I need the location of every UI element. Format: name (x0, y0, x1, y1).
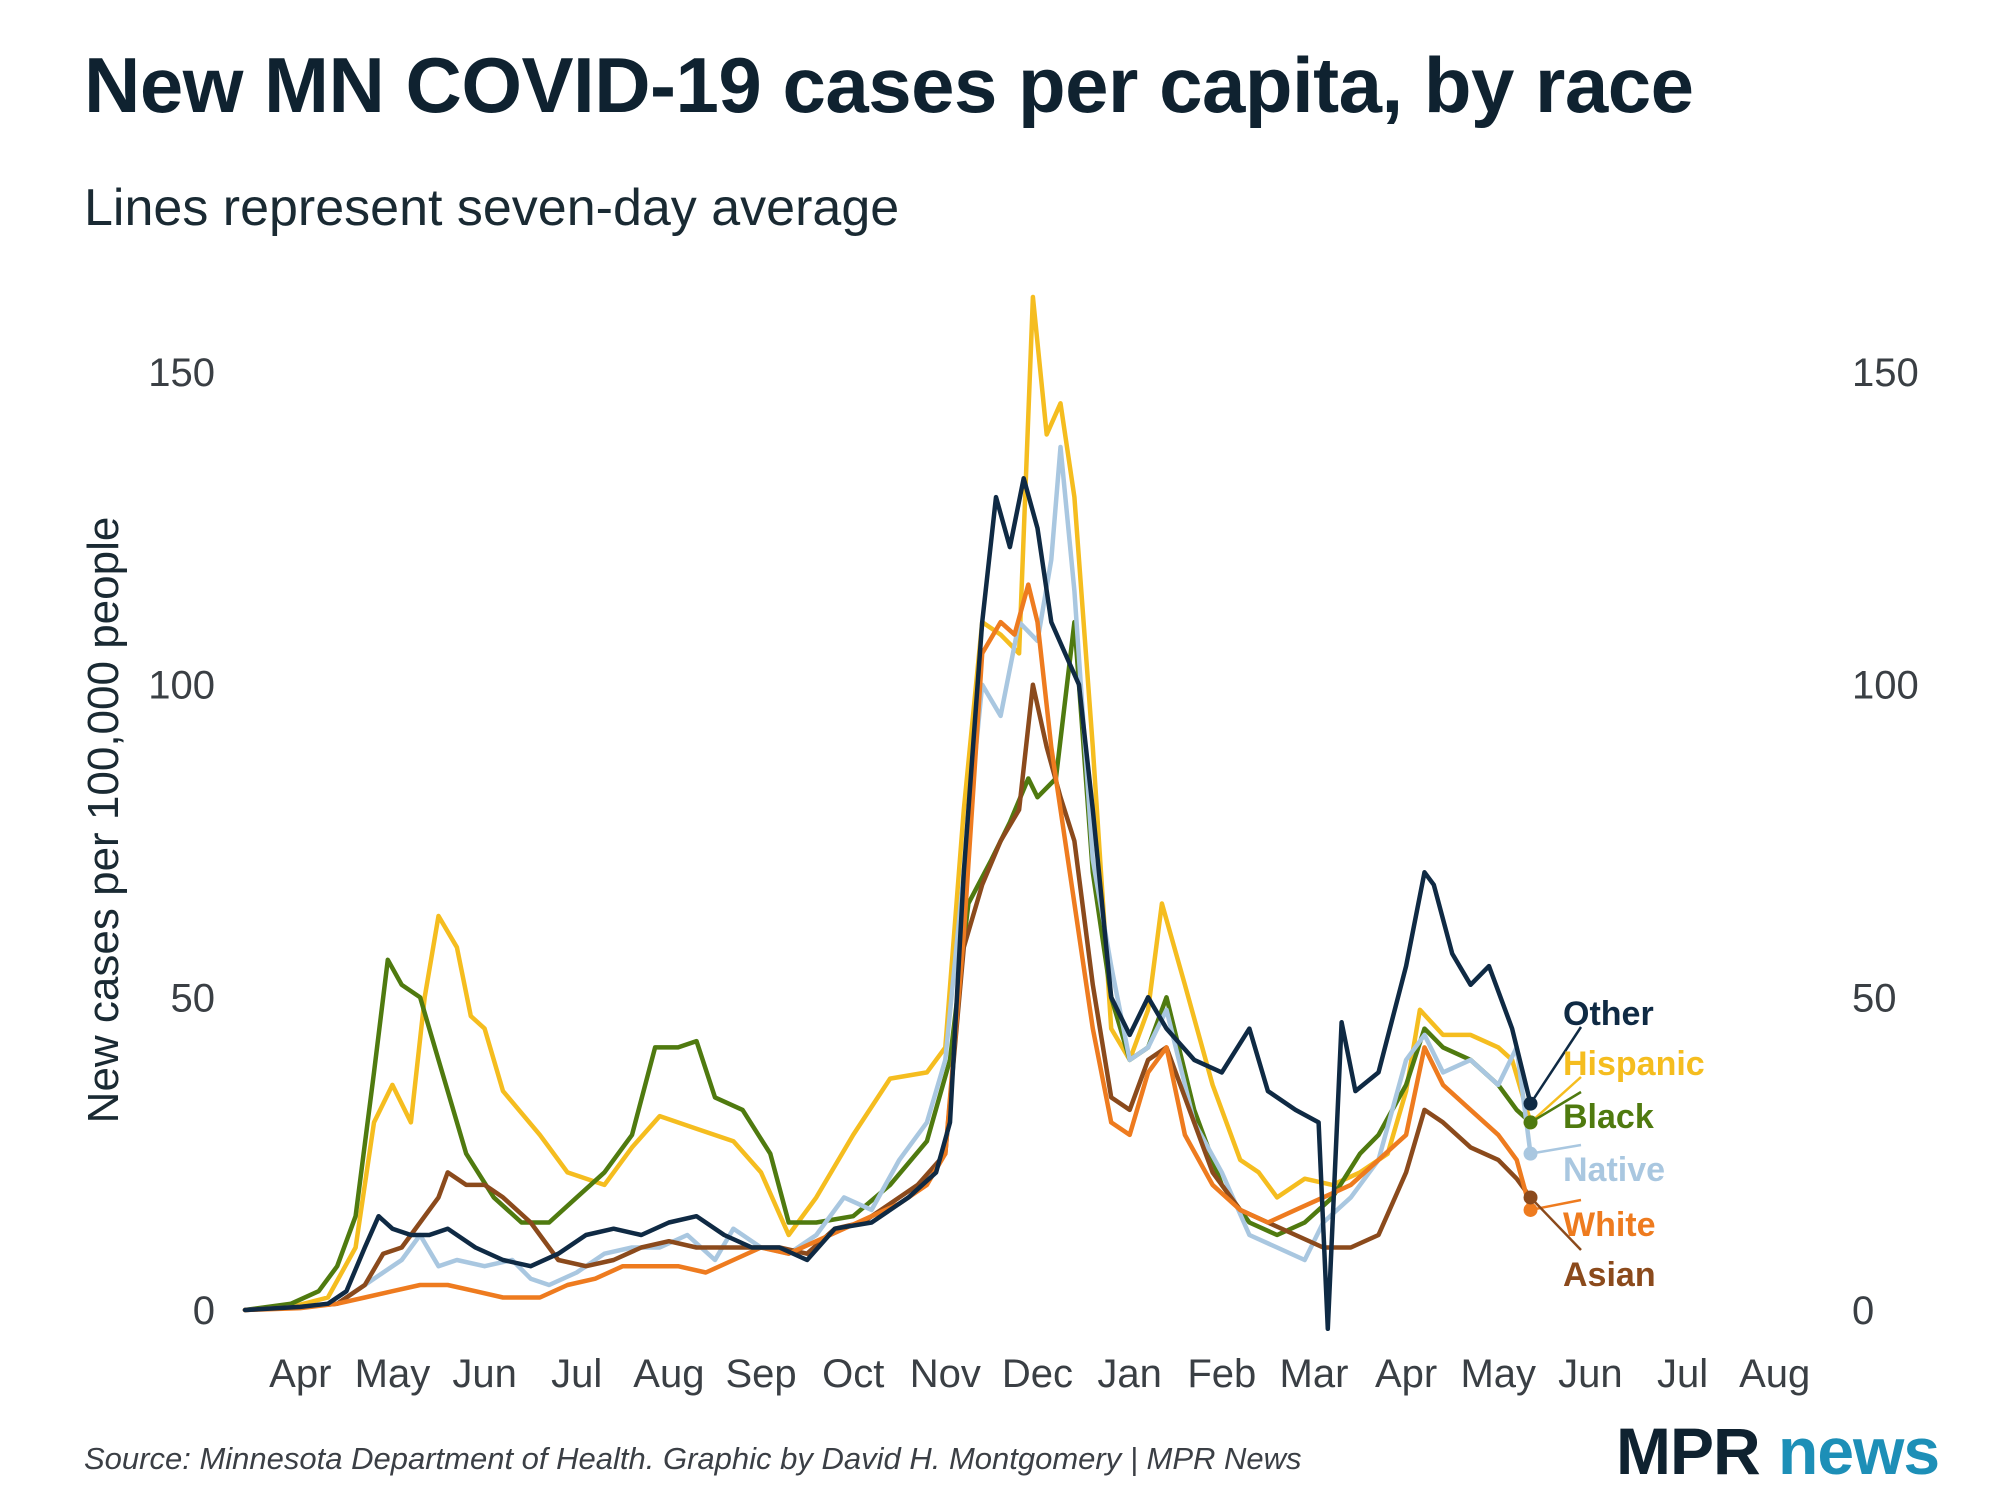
x-tick-10-feb: Feb (1187, 1352, 1256, 1396)
y-tick-right-50: 50 (1852, 976, 1897, 1020)
series-line-asian (242, 682, 1533, 1313)
x-tick-14-jun: Jun (1558, 1352, 1623, 1396)
y-tick-right-0: 0 (1852, 1289, 1874, 1333)
x-tick-15-jul: Jul (1657, 1352, 1708, 1396)
series-line-native (242, 444, 1533, 1313)
x-tick-4-aug: Aug (633, 1352, 704, 1396)
x-tick-9-jan: Jan (1097, 1352, 1162, 1396)
y-axis-label: New cases per 100,000 people (79, 517, 128, 1124)
chart-title: New MN COVID-19 cases per capita, by rac… (84, 41, 1694, 129)
x-tick-5-sep: Sep (725, 1352, 796, 1396)
x-tick-12-apr: Apr (1375, 1352, 1437, 1396)
x-tick-1-may: May (355, 1352, 431, 1396)
mpr-news-logo: MPR news (1580, 1413, 2000, 1493)
line-chart: 0 50 100 150 0 50 100 150 Apr May Jun Jul Aug Sep Oc… (79, 294, 1919, 1396)
series-line-hispanic (242, 294, 1533, 1313)
y-tick-left-0: 0 (193, 1289, 215, 1333)
logo-news-text: news (1778, 1414, 1940, 1488)
x-tick-16-aug: Aug (1739, 1352, 1810, 1396)
end-connector-native (1530, 1143, 1582, 1155)
end-label-native: Native (1563, 1151, 1665, 1189)
end-connector-other (1529, 1026, 1583, 1105)
end-dot-black (1523, 1115, 1538, 1130)
end-dot-white (1523, 1202, 1538, 1217)
chart-subtitle: Lines represent seven-day average (84, 179, 900, 237)
x-axis: Apr May Jun Jul Aug Sep Oct Nov Dec Jan Feb Mar Apr M… (269, 1352, 1810, 1396)
x-tick-0-apr: Apr (269, 1352, 331, 1396)
x-tick-8-dec: Dec (1002, 1352, 1073, 1396)
logo-mpr-text: MPR (1616, 1414, 1761, 1488)
x-tick-13-may: May (1460, 1352, 1536, 1396)
end-connector-black (1529, 1090, 1582, 1124)
x-tick-6-oct: Oct (822, 1352, 884, 1396)
y-tick-right-150: 150 (1852, 351, 1919, 395)
source-note: Source: Minnesota Department of Health. … (84, 1441, 1302, 1476)
end-label-black: Black (1563, 1098, 1654, 1136)
end-connector-white (1530, 1198, 1582, 1212)
y-axis-right: 0 50 100 150 (1852, 351, 1919, 1333)
end-label-other: Other (1563, 995, 1654, 1033)
end-label-white: White (1563, 1206, 1656, 1244)
end-labels: Other Hispanic Black Native White Asian (1523, 995, 1705, 1294)
x-tick-7-nov: Nov (910, 1352, 981, 1396)
x-tick-3-jul: Jul (551, 1352, 602, 1396)
end-dot-other (1523, 1096, 1538, 1111)
end-dot-asian (1523, 1190, 1538, 1205)
end-label-asian: Asian (1563, 1256, 1656, 1294)
y-tick-left-50: 50 (171, 976, 216, 1020)
y-tick-left-100: 100 (148, 664, 215, 708)
y-tick-left-150: 150 (148, 351, 215, 395)
y-tick-right-100: 100 (1852, 664, 1919, 708)
series-line-black (242, 619, 1533, 1313)
end-dot-native (1523, 1146, 1538, 1161)
end-connector-asian (1529, 1196, 1582, 1251)
x-tick-11-mar: Mar (1280, 1352, 1349, 1396)
end-label-hispanic: Hispanic (1563, 1045, 1705, 1083)
series-line-other (242, 476, 1533, 1332)
x-tick-2-jun: Jun (452, 1352, 517, 1396)
end-connector-hispanic (1529, 1076, 1582, 1124)
series-lines (242, 294, 1533, 1332)
y-axis-left: 0 50 100 150 (148, 351, 215, 1333)
